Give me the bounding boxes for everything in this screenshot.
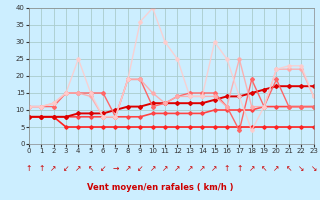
Text: ↙: ↙ bbox=[63, 164, 69, 173]
Text: ↖: ↖ bbox=[88, 164, 94, 173]
Text: ↗: ↗ bbox=[249, 164, 255, 173]
Text: ↗: ↗ bbox=[199, 164, 205, 173]
Text: ↗: ↗ bbox=[125, 164, 131, 173]
Text: ↗: ↗ bbox=[162, 164, 168, 173]
Text: ↘: ↘ bbox=[310, 164, 317, 173]
Text: ↑: ↑ bbox=[26, 164, 32, 173]
Text: ↙: ↙ bbox=[137, 164, 143, 173]
Text: ↗: ↗ bbox=[75, 164, 82, 173]
Text: ↑: ↑ bbox=[236, 164, 243, 173]
Text: →: → bbox=[112, 164, 119, 173]
Text: ↗: ↗ bbox=[50, 164, 57, 173]
Text: ↙: ↙ bbox=[100, 164, 106, 173]
Text: ↑: ↑ bbox=[224, 164, 230, 173]
Text: ↗: ↗ bbox=[211, 164, 218, 173]
Text: ↗: ↗ bbox=[174, 164, 180, 173]
Text: Vent moyen/en rafales ( km/h ): Vent moyen/en rafales ( km/h ) bbox=[87, 183, 233, 192]
Text: ↖: ↖ bbox=[261, 164, 267, 173]
Text: ↘: ↘ bbox=[298, 164, 304, 173]
Text: ↖: ↖ bbox=[286, 164, 292, 173]
Text: ↗: ↗ bbox=[273, 164, 280, 173]
Text: ↑: ↑ bbox=[38, 164, 44, 173]
Text: ↗: ↗ bbox=[187, 164, 193, 173]
Text: ↗: ↗ bbox=[149, 164, 156, 173]
